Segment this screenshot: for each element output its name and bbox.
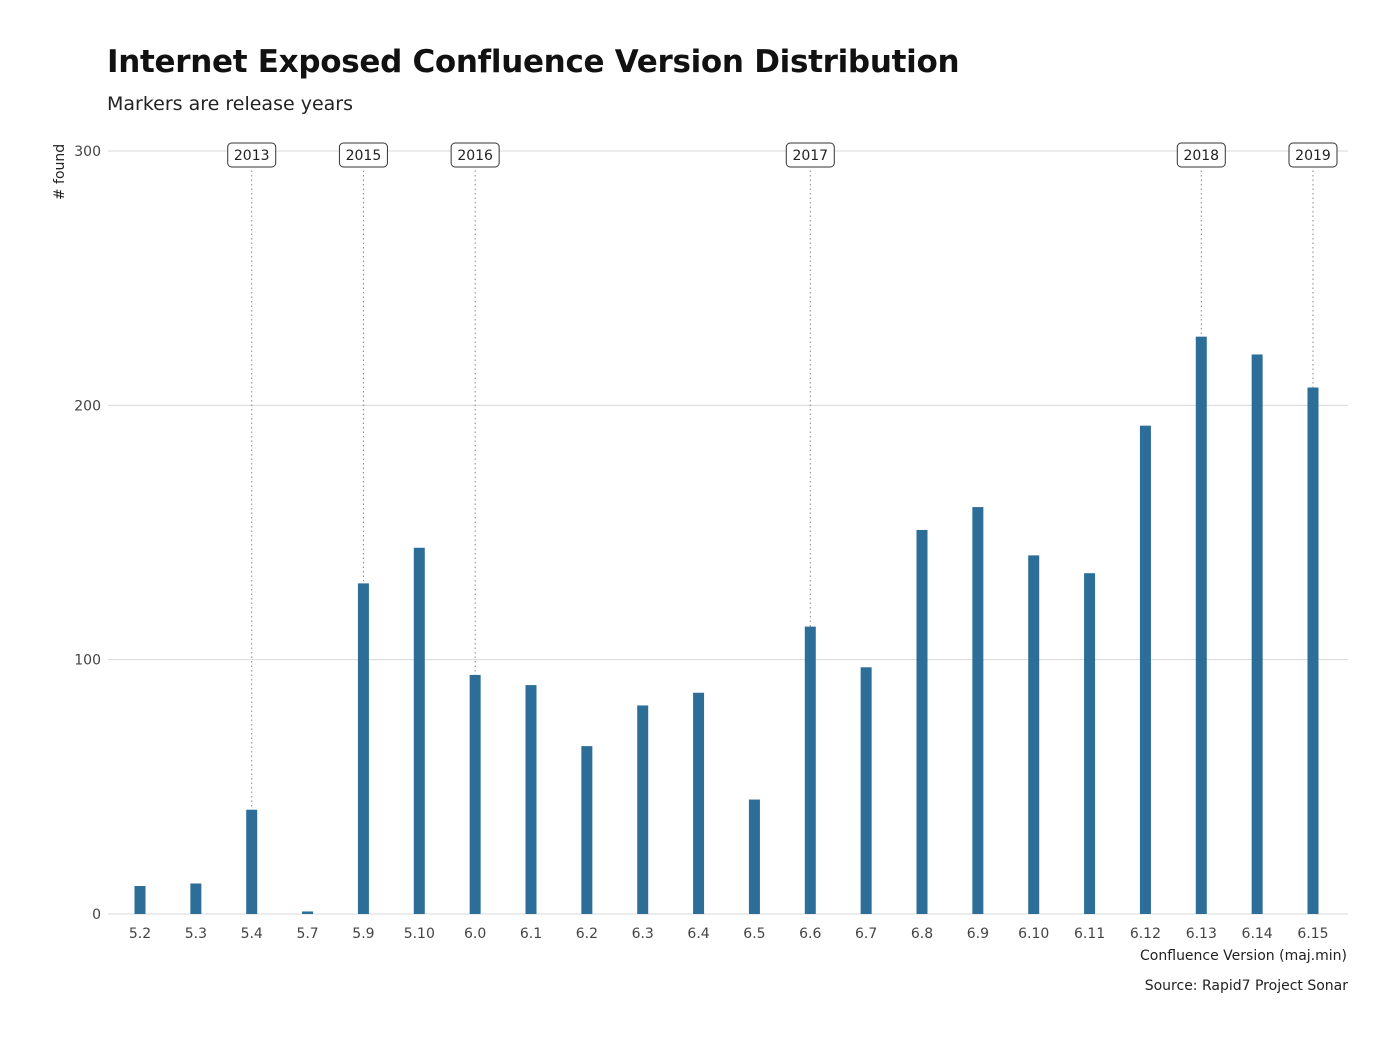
bar-6.15 — [1307, 388, 1318, 914]
bars — [135, 337, 1319, 914]
x-tick-label: 5.10 — [404, 926, 435, 942]
x-tick-label: 6.9 — [967, 926, 989, 942]
y-axis-ticks: 0 100 200 300 — [74, 144, 101, 923]
bar-6.10 — [1028, 555, 1039, 914]
bar-5.7 — [302, 911, 313, 914]
bar-6.12 — [1140, 426, 1151, 914]
x-tick-label: 6.6 — [799, 926, 821, 942]
x-tick-label: 6.5 — [743, 926, 765, 942]
bar-6.8 — [916, 530, 927, 914]
y-tick-label: 300 — [74, 144, 101, 160]
release-year-markers: 2013 2015 2016 2017 2018 2019 — [228, 143, 1337, 810]
bar-6.3 — [637, 705, 648, 914]
x-tick-label: 5.7 — [296, 926, 318, 942]
x-tick-label: 6.2 — [576, 926, 598, 942]
y-tick-label: 100 — [74, 653, 101, 669]
marker-label-2016: 2016 — [457, 148, 493, 164]
bar-6.11 — [1084, 573, 1095, 914]
bar-6.9 — [972, 507, 983, 914]
bar-6.6 — [805, 627, 816, 914]
marker-label-2019: 2019 — [1295, 148, 1331, 164]
x-tick-label: 6.0 — [464, 926, 486, 942]
marker-label-2018: 2018 — [1183, 148, 1219, 164]
bar-5.3 — [190, 883, 201, 914]
grid-lines — [108, 151, 1348, 914]
bar-6.13 — [1196, 337, 1207, 914]
bar-5.10 — [414, 548, 425, 914]
bar-6.7 — [861, 667, 872, 914]
x-tick-label: 5.4 — [241, 926, 263, 942]
x-tick-label: 5.9 — [352, 926, 374, 942]
x-tick-label: 6.3 — [632, 926, 654, 942]
marker-label-2015: 2015 — [346, 148, 382, 164]
bar-5.9 — [358, 583, 369, 914]
marker-label-2017: 2017 — [792, 148, 828, 164]
x-tick-label: 6.4 — [687, 926, 709, 942]
bar-6.1 — [525, 685, 536, 914]
y-tick-label: 0 — [92, 907, 101, 923]
bar-6.0 — [470, 675, 481, 914]
x-tick-label: 6.11 — [1074, 926, 1105, 942]
x-tick-label: 6.7 — [855, 926, 877, 942]
x-tick-label: 5.2 — [129, 926, 151, 942]
x-tick-label: 6.10 — [1018, 926, 1049, 942]
x-axis-ticks: 5.2 5.3 5.4 5.7 5.9 5.10 6.0 6.1 6.2 6.3 6.4 6.5 6.6… — [129, 926, 1329, 942]
bar-6.2 — [581, 746, 592, 914]
y-tick-label: 200 — [74, 398, 101, 414]
bar-6.5 — [749, 800, 760, 914]
x-tick-label: 6.15 — [1297, 926, 1328, 942]
bar-chart: 0100200300 2013 2015 2016 2017 2018 2019 5.2 5… — [0, 0, 1400, 1051]
x-tick-label: 6.14 — [1242, 926, 1273, 942]
marker-label-2013: 2013 — [234, 148, 270, 164]
y-axis-label: # found — [52, 144, 68, 200]
x-tick-label: 5.3 — [185, 926, 207, 942]
x-tick-label: 6.12 — [1130, 926, 1161, 942]
chart-caption: Source: Rapid7 Project Sonar — [1145, 978, 1348, 994]
bar-5.2 — [135, 886, 146, 914]
x-tick-label: 6.1 — [520, 926, 542, 942]
bar-6.14 — [1252, 354, 1263, 914]
bar-5.4 — [246, 810, 257, 914]
bar-6.4 — [693, 693, 704, 914]
x-tick-label: 6.8 — [911, 926, 933, 942]
x-axis-label: Confluence Version (maj.min) — [1140, 948, 1347, 964]
x-tick-label: 6.13 — [1186, 926, 1217, 942]
